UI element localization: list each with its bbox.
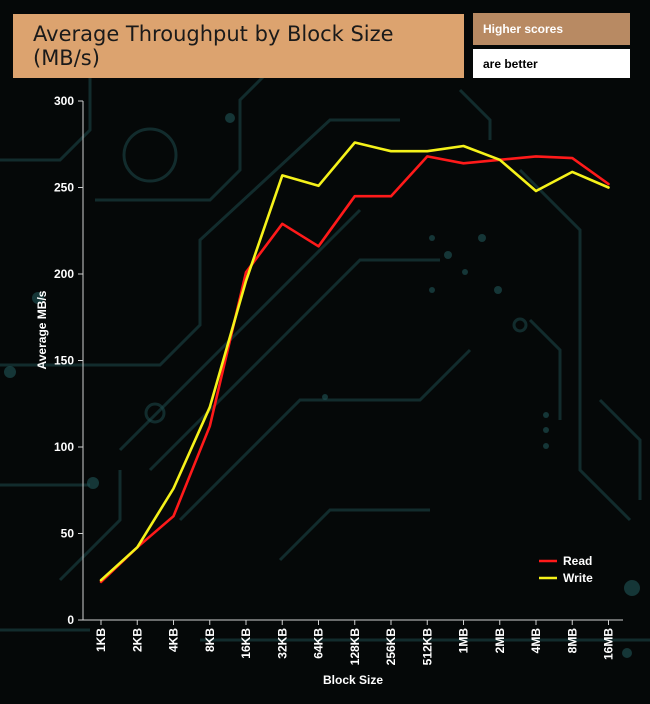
series-line-read bbox=[99, 155, 610, 584]
y-tick-label: 300 bbox=[54, 94, 74, 108]
data-point-write bbox=[426, 150, 429, 152]
x-tick-label: 1KB bbox=[94, 628, 108, 652]
x-tick-label: 16MB bbox=[602, 628, 616, 660]
data-point-write bbox=[172, 487, 175, 490]
data-point-write bbox=[390, 150, 392, 152]
data-point-read bbox=[462, 162, 465, 165]
note-higher-scores: Higher scores bbox=[473, 13, 630, 45]
data-point-read bbox=[208, 425, 211, 428]
data-point-read bbox=[281, 223, 284, 225]
legend-label-read: Read bbox=[563, 554, 592, 568]
data-point-read bbox=[245, 271, 247, 274]
data-point-read bbox=[426, 155, 429, 158]
data-point-write bbox=[462, 145, 465, 147]
y-tick-label: 150 bbox=[54, 354, 74, 368]
data-point-write bbox=[136, 546, 139, 549]
x-tick-label: 8MB bbox=[565, 628, 579, 654]
y-tick-label: 250 bbox=[54, 181, 74, 195]
y-tick-label: 200 bbox=[54, 267, 74, 281]
data-point-read bbox=[390, 195, 392, 197]
data-point-read bbox=[607, 183, 610, 185]
x-tick-label: 64KB bbox=[312, 628, 326, 659]
x-tick-label: 16KB bbox=[239, 628, 253, 659]
data-point-write bbox=[317, 184, 320, 187]
data-point-read bbox=[353, 195, 356, 197]
series-line-write bbox=[99, 141, 610, 582]
data-point-write bbox=[281, 174, 284, 177]
note-are-better: are better bbox=[473, 49, 630, 78]
data-point-read bbox=[172, 515, 175, 517]
y-tick-label: 50 bbox=[61, 527, 75, 541]
x-tick-label: 8KB bbox=[203, 628, 217, 652]
y-tick-label: 0 bbox=[67, 613, 74, 627]
x-tick-label: 4MB bbox=[529, 628, 543, 654]
data-point-write bbox=[498, 159, 501, 161]
x-tick-label: 2MB bbox=[493, 628, 507, 654]
x-tick-label: 32KB bbox=[275, 628, 289, 659]
data-point-write bbox=[208, 406, 211, 409]
data-point-write bbox=[353, 141, 356, 144]
data-point-read bbox=[571, 157, 574, 159]
data-point-read bbox=[535, 155, 537, 158]
legend-label-write: Write bbox=[563, 571, 593, 585]
x-tick-label: 256KB bbox=[384, 628, 398, 666]
data-point-read bbox=[100, 581, 102, 583]
x-tick-label: 512KB bbox=[420, 628, 434, 666]
data-point-write bbox=[607, 186, 610, 189]
x-tick-label: 128KB bbox=[348, 628, 362, 666]
y-tick-label: 100 bbox=[54, 440, 74, 454]
data-point-write bbox=[571, 171, 574, 173]
chart-title: Average Throughput by Block Size (MB/s) bbox=[13, 14, 464, 78]
x-tick-label: 2KB bbox=[130, 628, 144, 652]
data-point-read bbox=[317, 245, 320, 248]
x-tick-label: 1MB bbox=[457, 628, 471, 654]
circuit-background bbox=[0, 60, 650, 658]
data-point-write bbox=[535, 190, 537, 192]
data-point-write bbox=[100, 579, 102, 582]
x-tick-label: 4KB bbox=[167, 628, 181, 652]
data-point-write bbox=[245, 280, 247, 282]
y-axis-title: Average MB/s bbox=[35, 290, 49, 369]
x-axis-title: Block Size bbox=[323, 673, 383, 687]
